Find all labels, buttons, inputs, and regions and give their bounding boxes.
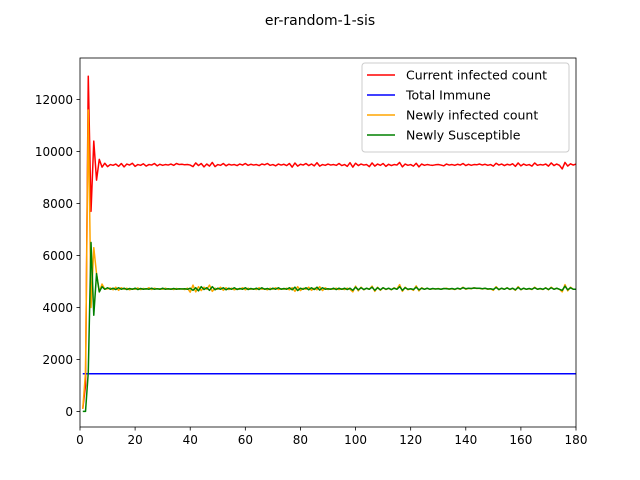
x-tick-label: 160: [509, 433, 532, 447]
legend-box: [361, 62, 570, 153]
legend-label-newly-infected-count: Newly infected count: [406, 108, 538, 123]
x-tick-label: 140: [454, 433, 477, 447]
y-tick-label: 2000: [42, 353, 73, 367]
y-tick-label: 12000: [35, 93, 73, 107]
x-tick-label: 0: [76, 433, 84, 447]
x-tick-label: 120: [399, 433, 422, 447]
x-tick-label: 40: [183, 433, 198, 447]
legend-label-current-infected-count: Current infected count: [406, 68, 547, 83]
x-tick-label: 80: [293, 433, 308, 447]
y-tick-label: 8000: [42, 197, 73, 211]
series-line-current-infected-count: [82, 75, 576, 409]
x-tick-label: 20: [127, 433, 142, 447]
legend-label-total-immune: Total Immune: [405, 88, 491, 103]
x-tick-label: 100: [344, 433, 367, 447]
x-tick-label: 60: [238, 433, 253, 447]
legend: Current infected count Total Immune Newly …: [361, 62, 570, 153]
y-tick-label: 4000: [42, 301, 73, 315]
chart-title: er-random-1-sis: [265, 13, 375, 29]
y-tick-label: 6000: [42, 249, 73, 263]
x-axis: 0 20 40 60 80 100 120 140 160 180: [76, 427, 587, 447]
y-tick-label: 10000: [35, 145, 73, 159]
y-tick-label: 0: [65, 405, 73, 419]
plot-frame: [79, 57, 577, 428]
legend-label-newly-susceptible: Newly Susceptible: [406, 128, 521, 143]
series-line-newly-susceptible: [82, 241, 576, 413]
y-axis: 0 2000 4000 6000 8000 10000 12000: [35, 93, 80, 419]
series-layer: [82, 75, 576, 413]
x-tick-label: 180: [565, 433, 588, 447]
